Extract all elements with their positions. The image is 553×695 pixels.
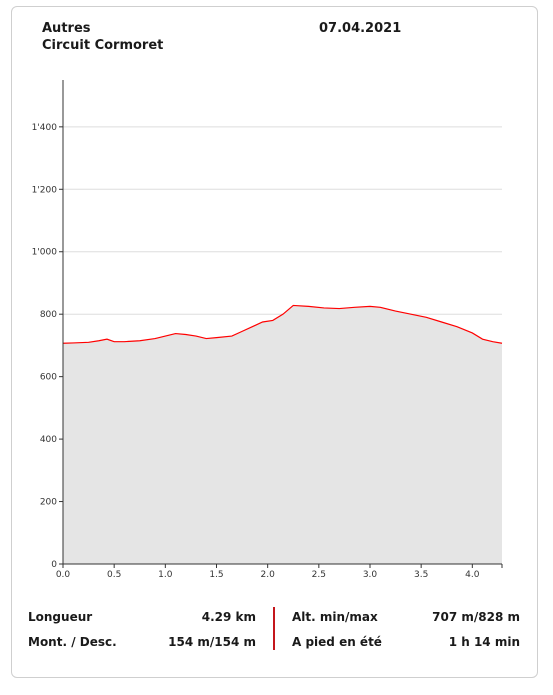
x-tick-label: 0.5 xyxy=(107,570,121,580)
y-tick-label: 1'000 xyxy=(32,248,58,258)
elevation-line xyxy=(62,304,503,344)
route-category: Autres xyxy=(42,21,91,36)
x-tick-label: 1.5 xyxy=(209,570,223,580)
x-tick-label: 0.0 xyxy=(56,570,71,580)
x-tick-label: 3.0 xyxy=(363,570,378,580)
y-tick-label: 1'400 xyxy=(32,123,58,133)
x-tick-label: 2.5 xyxy=(312,570,326,580)
walking-time-label: A pied en été xyxy=(292,635,382,649)
y-tick-label: 600 xyxy=(40,373,57,383)
elevation-chart: 0 200 400 600 800 1'000 1'200 1'400 0.0 0.5 1.0 1.5… xyxy=(32,80,503,580)
y-tick-label: 400 xyxy=(40,435,57,445)
stats-divider xyxy=(273,607,275,650)
altitude-minmax-value: 707 m/828 m xyxy=(432,610,520,624)
x-tick-label: 4.0 xyxy=(465,570,480,580)
ascent-descent-label: Mont. / Desc. xyxy=(28,635,117,649)
length-value: 4.29 km xyxy=(201,610,256,624)
elevation-area xyxy=(63,305,502,564)
route-name: Circuit Cormoret xyxy=(42,38,164,53)
route-date: 07.04.2021 xyxy=(319,21,402,36)
y-tick-label: 800 xyxy=(40,310,57,320)
y-tick-label: 1'200 xyxy=(32,185,58,195)
y-tick-label: 200 xyxy=(40,498,57,508)
x-tick-label: 3.5 xyxy=(414,570,428,580)
altitude-minmax-label: Alt. min/max xyxy=(292,610,378,624)
x-tick-label: 1.0 xyxy=(158,570,173,580)
length-label: Longueur xyxy=(28,610,93,624)
y-tick-label: 0 xyxy=(51,560,57,570)
x-tick-label: 2.0 xyxy=(260,570,275,580)
walking-time-value: 1 h 14 min xyxy=(448,635,520,649)
ascent-descent-value: 154 m/154 m xyxy=(168,635,256,649)
